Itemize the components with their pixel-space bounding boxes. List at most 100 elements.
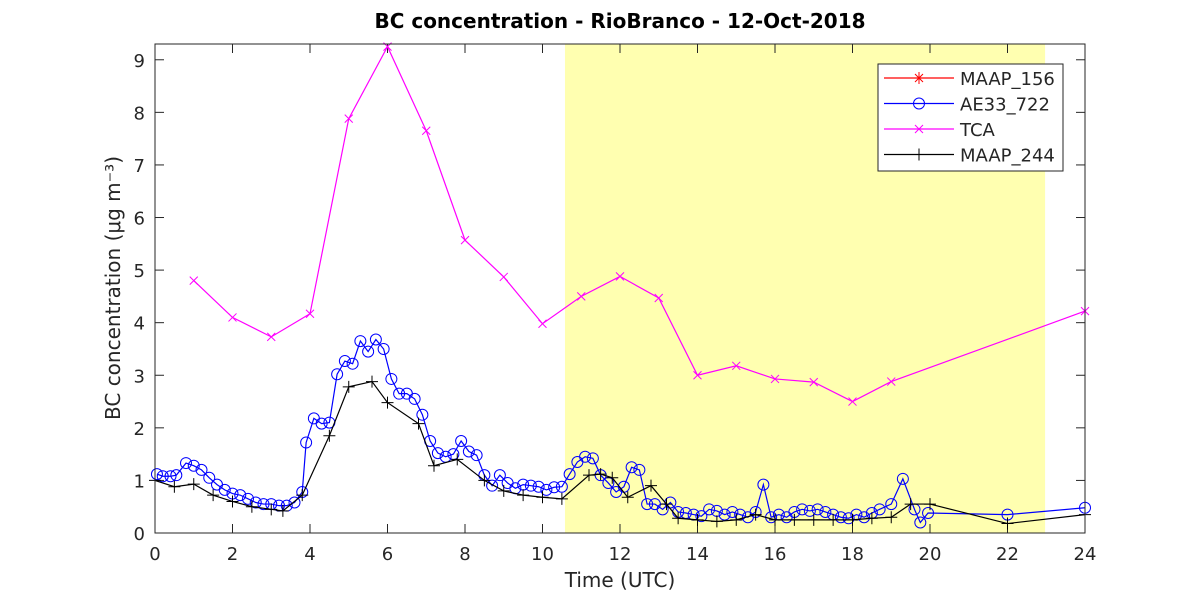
marker [315, 417, 328, 430]
y-axis-label: BC concentration (μg m⁻³) [101, 156, 125, 420]
marker [730, 513, 743, 526]
marker [827, 513, 840, 526]
marker [645, 479, 657, 492]
marker [914, 516, 927, 529]
marker [796, 503, 809, 516]
chart-title: BC concentration - RioBranco - 12-Oct-20… [374, 9, 865, 33]
x-tick-label: 20 [919, 544, 942, 565]
marker [170, 469, 183, 482]
marker [886, 377, 896, 386]
marker [497, 484, 510, 497]
marker [228, 313, 237, 322]
marker [288, 496, 301, 509]
marker [819, 505, 832, 518]
marker [583, 469, 595, 482]
marker [576, 292, 586, 301]
marker [187, 478, 200, 491]
marker [462, 445, 475, 458]
x-tick-label: 8 [459, 544, 470, 565]
marker [377, 342, 390, 355]
marker [594, 468, 607, 481]
y-tick-label: 3 [134, 366, 145, 387]
marker [555, 492, 568, 505]
marker [858, 511, 871, 524]
marker [1001, 517, 1014, 530]
x-tick-label: 22 [996, 544, 1019, 565]
marker [885, 511, 898, 524]
marker [266, 332, 276, 342]
series-line [156, 338, 1086, 524]
x-tick-label: 10 [531, 544, 554, 565]
marker [344, 114, 354, 124]
marker [346, 357, 359, 370]
marker [242, 492, 254, 505]
marker [524, 479, 537, 492]
marker [807, 513, 820, 526]
marker [150, 468, 163, 481]
marker [718, 508, 731, 521]
marker [873, 503, 886, 516]
marker [296, 489, 309, 502]
marker [803, 504, 816, 517]
marker [338, 355, 351, 368]
marker [416, 408, 429, 421]
marker [848, 397, 857, 406]
marker [811, 503, 824, 516]
y-tick-label: 8 [134, 103, 145, 124]
marker [362, 345, 375, 358]
marker [428, 459, 440, 472]
marker [478, 474, 491, 487]
marker [455, 434, 468, 447]
x-axis-label: Time (UTC) [564, 568, 676, 592]
marker [641, 498, 654, 511]
legend: MAAP_156 AE33_722 TCA MAAP_244 [877, 63, 1064, 172]
x-tick-label: 14 [686, 544, 709, 565]
marker [633, 463, 646, 476]
marker [621, 491, 634, 504]
marker [904, 498, 917, 511]
x-tick-label: 12 [609, 544, 632, 565]
marker [834, 511, 847, 524]
marker [757, 478, 770, 491]
marker [563, 468, 576, 481]
y-tick-label: 0 [134, 524, 145, 545]
marker [693, 370, 702, 380]
marker [809, 377, 819, 387]
marker [896, 472, 909, 485]
marker [226, 495, 239, 508]
marker [731, 361, 741, 371]
legend-label: MAAP_156 [960, 69, 1055, 90]
marker [517, 489, 530, 502]
marker [885, 498, 898, 511]
y-tick-label: 4 [134, 314, 145, 335]
legend-box [877, 63, 1064, 172]
marker [180, 457, 192, 470]
marker [691, 513, 704, 526]
marker [207, 489, 220, 502]
marker [555, 480, 568, 493]
marker [354, 335, 367, 348]
marker [408, 392, 421, 405]
marker [189, 276, 199, 285]
legend-label: MAAP_244 [960, 146, 1055, 167]
legend-label: TCA [959, 120, 996, 141]
marker [625, 461, 638, 474]
y-tick-label: 1 [134, 471, 145, 492]
marker [164, 470, 177, 483]
marker [586, 452, 599, 465]
series-line [193, 45, 1086, 403]
x-tick-label: 6 [382, 544, 393, 565]
x-tick-label: 18 [841, 544, 864, 565]
marker [913, 148, 925, 161]
marker [257, 498, 270, 511]
marker [276, 504, 289, 517]
x-tick-label: 16 [764, 544, 787, 565]
marker [187, 459, 200, 472]
marker [532, 480, 545, 493]
marker [168, 480, 181, 493]
marker [431, 447, 444, 460]
marker [749, 508, 762, 521]
marker [538, 319, 547, 329]
marker [548, 481, 561, 494]
marker [249, 496, 262, 509]
